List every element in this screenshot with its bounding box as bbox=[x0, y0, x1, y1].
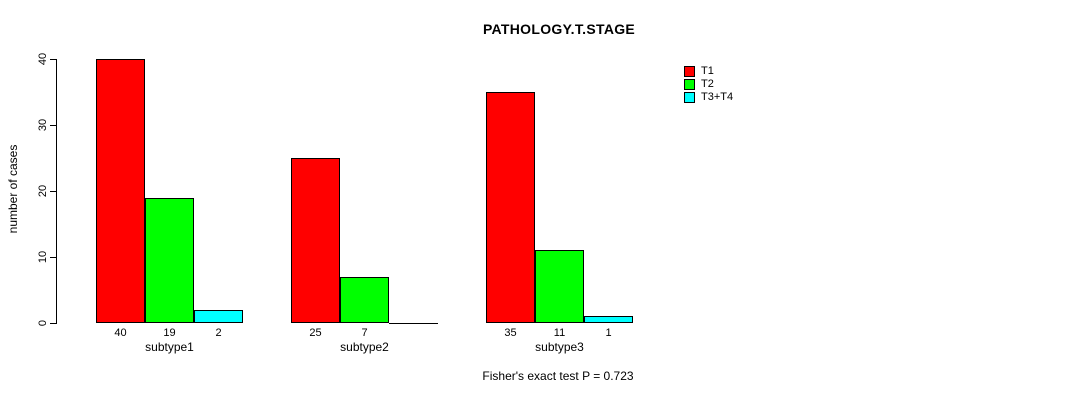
bar-value-label: 1 bbox=[605, 327, 612, 339]
legend-swatch bbox=[684, 92, 695, 103]
bar-value-label: 35 bbox=[504, 327, 517, 339]
legend-label: T1 bbox=[701, 65, 714, 77]
legend-row: T2 bbox=[684, 79, 733, 90]
legend-row: T3+T4 bbox=[684, 92, 733, 103]
y-axis-label: number of cases bbox=[6, 144, 20, 234]
bar bbox=[535, 250, 584, 323]
y-tick bbox=[50, 191, 57, 192]
bar bbox=[486, 92, 535, 323]
y-tick bbox=[50, 125, 57, 126]
bar-zero-line bbox=[389, 323, 438, 324]
category-label: subtype1 bbox=[145, 340, 194, 354]
bar-value-label: 19 bbox=[163, 327, 176, 339]
bar bbox=[584, 316, 633, 323]
y-tick bbox=[50, 59, 57, 60]
bar bbox=[194, 310, 243, 323]
y-tick-label: 10 bbox=[37, 250, 49, 264]
category-label: subtype2 bbox=[340, 340, 389, 354]
legend-label: T2 bbox=[701, 78, 714, 90]
annotation-text: Fisher's exact test P = 0.723 bbox=[482, 369, 634, 383]
y-tick-label: 40 bbox=[37, 52, 49, 66]
bar-value-label: 11 bbox=[553, 327, 566, 339]
legend-label: T3+T4 bbox=[701, 91, 734, 103]
legend: T1 T2 T3+T4 bbox=[684, 66, 733, 105]
y-tick-label: 0 bbox=[37, 319, 49, 327]
bar-value-label: 40 bbox=[114, 327, 127, 339]
bar bbox=[145, 198, 194, 323]
bar bbox=[340, 277, 389, 323]
legend-row: T1 bbox=[684, 66, 733, 77]
y-tick-label: 20 bbox=[37, 184, 49, 198]
y-tick bbox=[50, 323, 57, 324]
bar bbox=[291, 158, 340, 323]
category-label: subtype3 bbox=[535, 340, 584, 354]
legend-swatch bbox=[684, 79, 695, 90]
y-tick-label: 30 bbox=[37, 118, 49, 132]
y-tick bbox=[50, 257, 57, 258]
bar-value-label: 7 bbox=[361, 327, 368, 339]
bar-value-label: 25 bbox=[309, 327, 322, 339]
legend-swatch bbox=[684, 66, 695, 77]
chart-title: PATHOLOGY.T.STAGE bbox=[482, 21, 636, 37]
bar bbox=[96, 59, 145, 323]
bar-value-label: 2 bbox=[215, 327, 222, 339]
